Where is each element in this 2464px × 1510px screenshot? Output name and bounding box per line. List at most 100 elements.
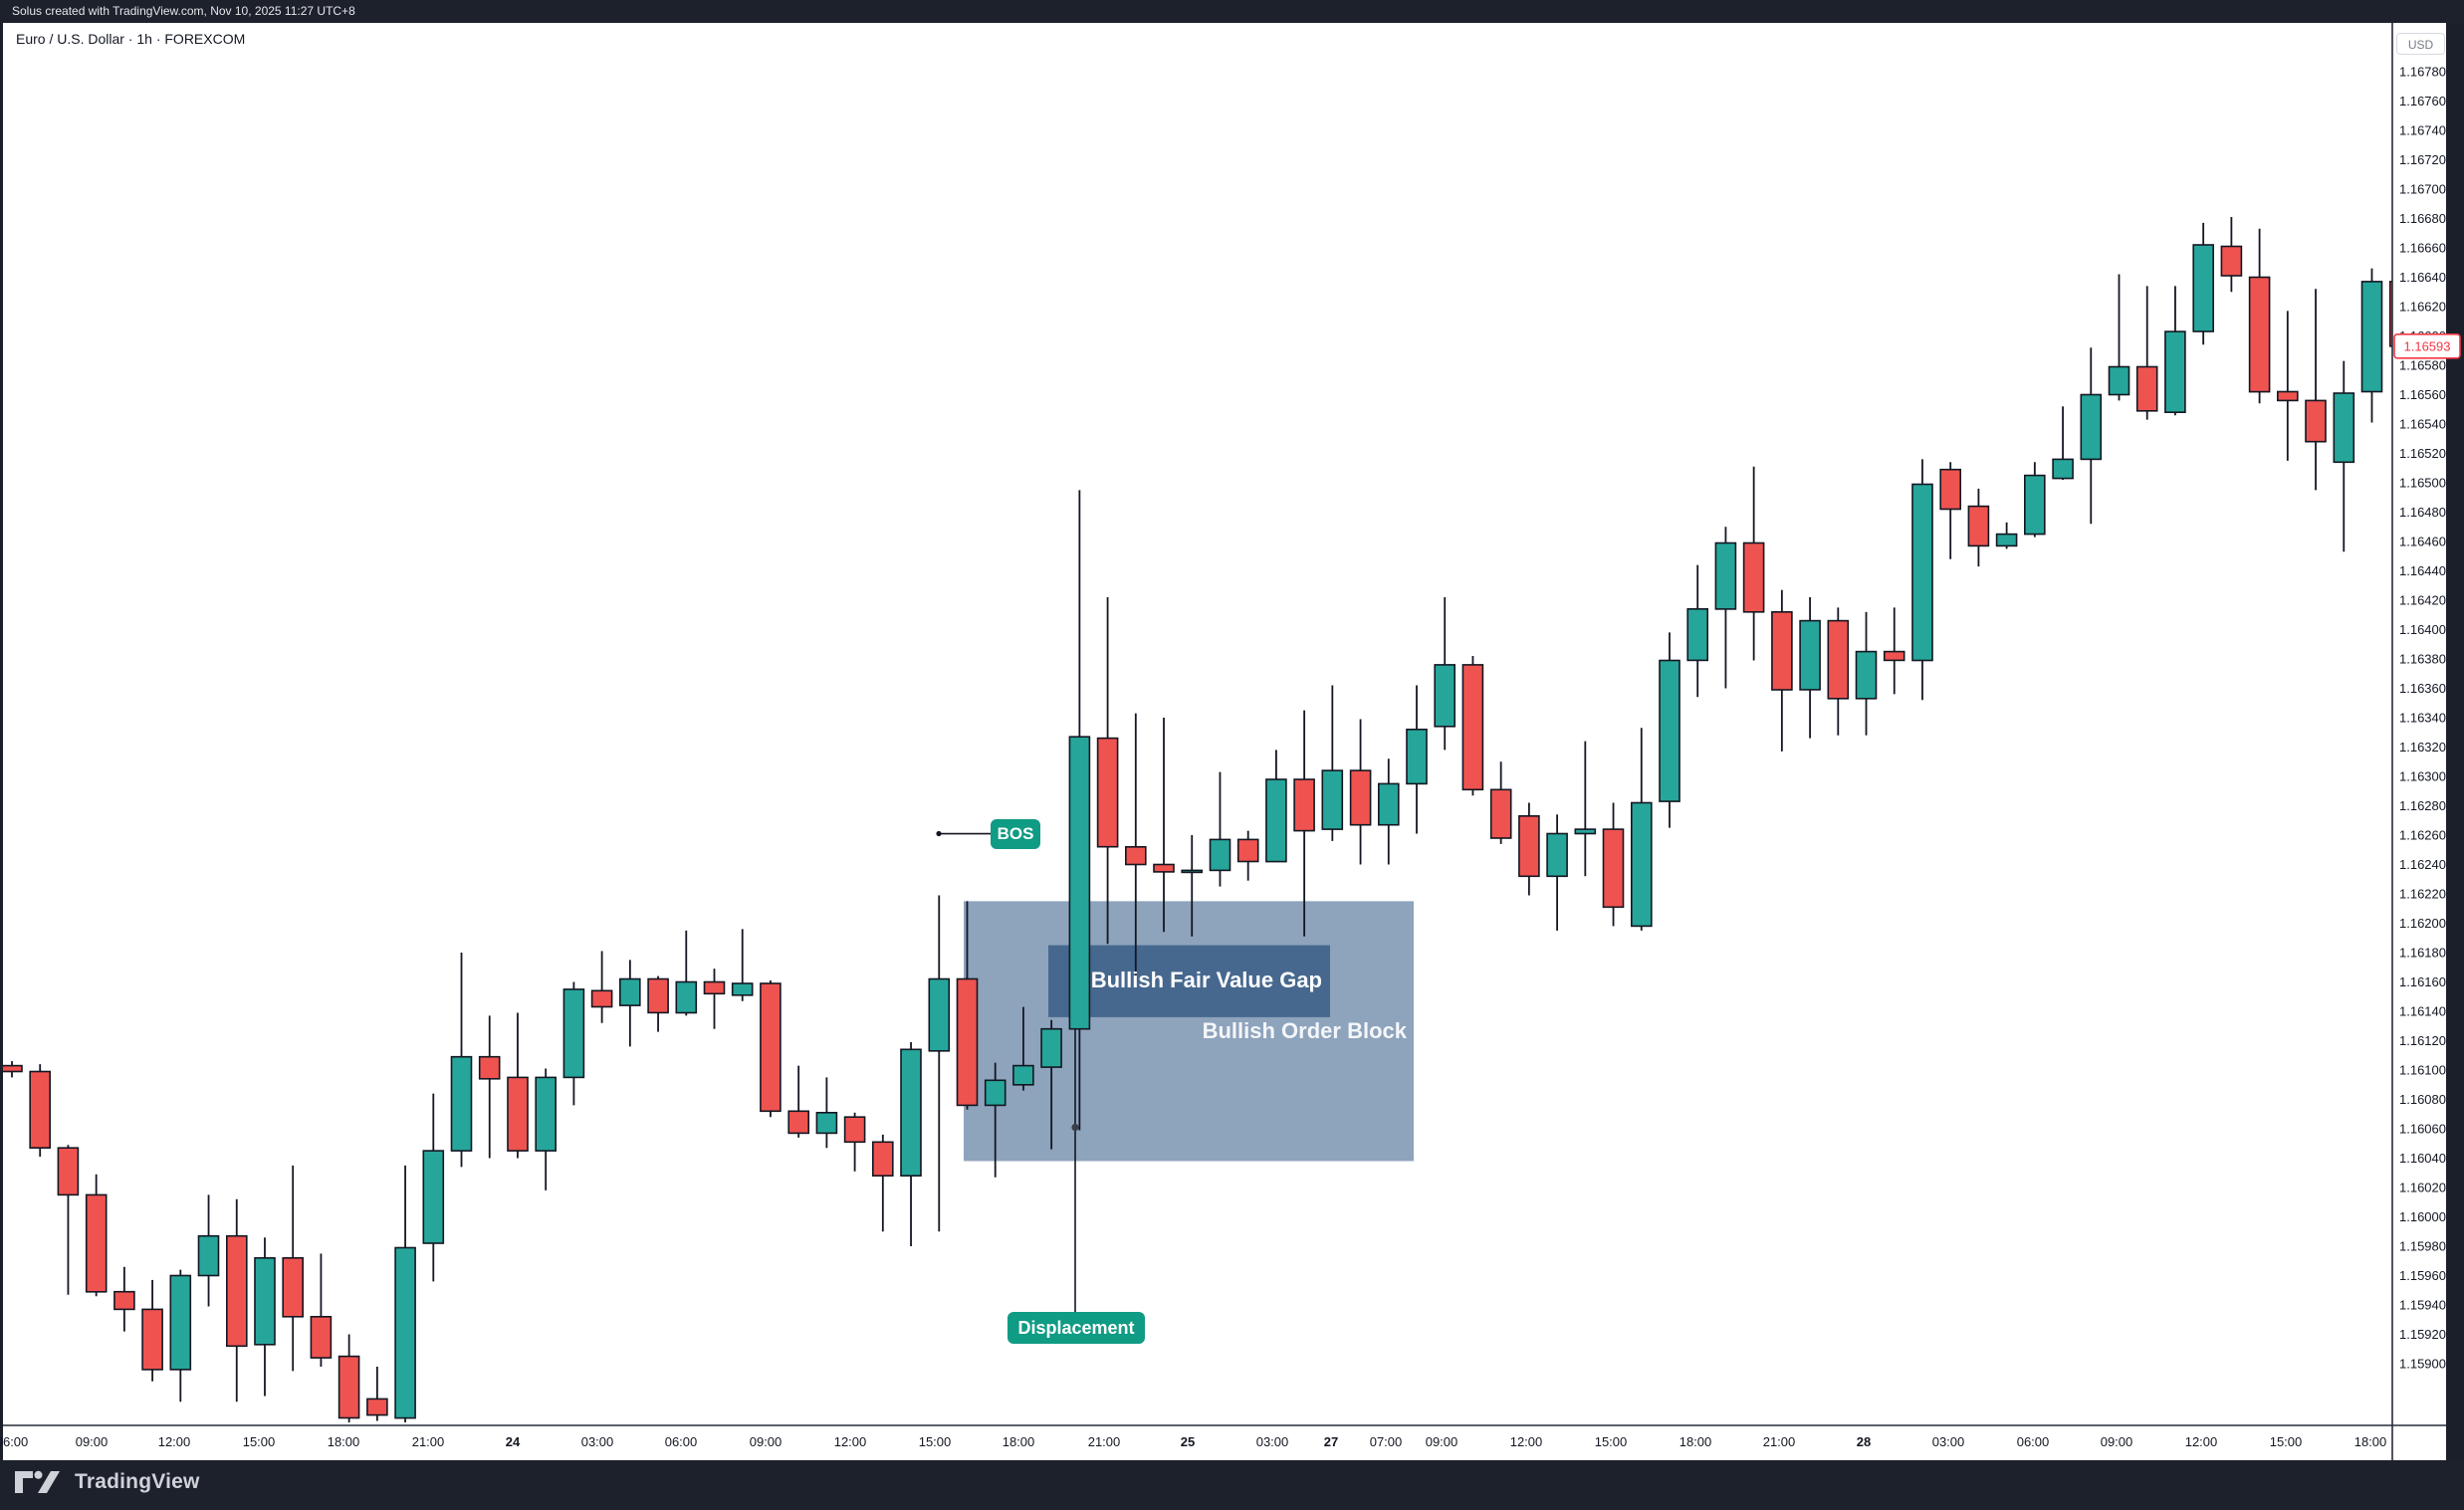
candle <box>1967 488 1990 567</box>
price-tick-label[interactable]: 1.16020 <box>2399 1181 2446 1195</box>
time-tick-label[interactable]: 18:00 <box>2354 1434 2387 1449</box>
price-tick-label[interactable]: 1.16220 <box>2399 887 2446 902</box>
time-tick-label[interactable]: 06:00 <box>2017 1434 2050 1449</box>
candle <box>871 1134 894 1232</box>
candle <box>731 929 754 1001</box>
price-tick-label[interactable]: 1.16120 <box>2399 1033 2446 1048</box>
price-tick-label[interactable]: 1.16000 <box>2399 1209 2446 1224</box>
time-tick-label[interactable]: 03:00 <box>1932 1434 1965 1449</box>
price-tick-label[interactable]: 1.16080 <box>2399 1092 2446 1107</box>
price-tick-label[interactable]: 1.16260 <box>2399 828 2446 843</box>
time-tick-label[interactable]: 15:00 <box>243 1434 276 1449</box>
price-tick-label[interactable]: 1.16560 <box>2399 387 2446 402</box>
price-tick-label[interactable]: 1.16420 <box>2399 593 2446 608</box>
price-tick-label[interactable]: 1.16200 <box>2399 916 2446 931</box>
price-tick-label[interactable]: 1.16060 <box>2399 1122 2446 1137</box>
time-tick-label[interactable]: 24 <box>506 1434 521 1449</box>
time-tick-label[interactable]: 12:00 <box>1510 1434 1543 1449</box>
symbol-title[interactable]: Euro / U.S. Dollar · 1h · FOREXCOM <box>16 31 246 47</box>
price-tick-label[interactable]: 1.16540 <box>2399 417 2446 432</box>
time-tick-label[interactable]: 25 <box>1181 1434 1195 1449</box>
bullish-order-block-zone[interactable] <box>964 901 1414 1162</box>
price-tick-label[interactable]: 1.16680 <box>2399 211 2446 226</box>
price-tick-label[interactable]: 1.16760 <box>2399 94 2446 108</box>
time-tick-label[interactable]: 18:00 <box>1680 1434 1712 1449</box>
price-tick-label[interactable]: 1.16100 <box>2399 1063 2446 1078</box>
price-tick-label[interactable]: 1.16700 <box>2399 182 2446 197</box>
time-tick-label[interactable]: 15:00 <box>2270 1434 2303 1449</box>
price-tick-label[interactable]: 1.16440 <box>2399 563 2446 578</box>
displacement-line-grip-dot[interactable] <box>1071 1123 1079 1132</box>
candle <box>394 1165 416 1422</box>
time-tick-label[interactable]: 09:00 <box>2101 1434 2133 1449</box>
candle <box>113 1266 135 1332</box>
fair-value-gap-zone-label[interactable]: Bullish Fair Value Gap <box>1090 968 1322 992</box>
time-tick-label[interactable]: 12:00 <box>2185 1434 2218 1449</box>
order-block-zone-label[interactable]: Bullish Order Block <box>1202 1018 1407 1043</box>
time-tick-label[interactable]: 15:00 <box>1595 1434 1628 1449</box>
time-tick-label[interactable]: 06:00 <box>665 1434 698 1449</box>
price-tick-label[interactable]: 1.16640 <box>2399 270 2446 285</box>
candle-body-up <box>2052 458 2074 480</box>
bos-annotation-label[interactable]: BOS <box>991 819 1040 849</box>
bullish-fair-value-gap-zone[interactable] <box>1048 945 1330 1017</box>
price-tick-label[interactable]: 1.15900 <box>2399 1357 2446 1372</box>
price-tick-label[interactable]: 1.16360 <box>2399 681 2446 696</box>
price-tick-label[interactable]: 1.16140 <box>2399 1004 2446 1019</box>
price-tick-label[interactable]: 1.16480 <box>2399 505 2446 520</box>
time-tick-label[interactable]: 03:00 <box>581 1434 614 1449</box>
price-tick-label[interactable]: 1.15980 <box>2399 1239 2446 1254</box>
price-tick-label[interactable]: 1.16040 <box>2399 1151 2446 1166</box>
price-tick-label[interactable]: 1.16520 <box>2399 446 2446 461</box>
candle-body-down <box>1827 619 1850 700</box>
price-axis-currency-toggle[interactable]: USD <box>2396 33 2445 55</box>
price-tick-label[interactable]: 1.16380 <box>2399 652 2446 667</box>
price-tick-label[interactable]: 1.16180 <box>2399 946 2446 961</box>
time-tick-label[interactable]: 21:00 <box>1088 1434 1121 1449</box>
time-tick-label[interactable]: 21:00 <box>1763 1434 1796 1449</box>
time-tick-label[interactable]: 18:00 <box>328 1434 360 1449</box>
price-tick-label[interactable]: 1.16280 <box>2399 798 2446 813</box>
price-tick-label[interactable]: 1.16400 <box>2399 622 2446 637</box>
candle <box>1546 814 1568 931</box>
price-tick-label[interactable]: 1.16780 <box>2399 65 2446 80</box>
price-tick-label[interactable]: 1.15960 <box>2399 1268 2446 1283</box>
candle <box>1378 758 1400 865</box>
price-tick-label[interactable]: 1.16460 <box>2399 535 2446 549</box>
time-tick-label[interactable]: 18:00 <box>1003 1434 1035 1449</box>
time-tick-label[interactable]: 12:00 <box>158 1434 191 1449</box>
candle-body-up <box>2108 365 2130 396</box>
displacement-annotation-label[interactable]: Displacement <box>1008 1312 1145 1344</box>
time-tick-label[interactable]: 09:00 <box>76 1434 109 1449</box>
price-tick-label[interactable]: 1.16320 <box>2399 740 2446 755</box>
price-tick-label[interactable]: 1.16160 <box>2399 974 2446 989</box>
time-tick-label[interactable]: 03:00 <box>1256 1434 1289 1449</box>
price-tick-label[interactable]: 1.15920 <box>2399 1327 2446 1342</box>
price-tick-label[interactable]: 1.16500 <box>2399 476 2446 491</box>
price-tick-label[interactable]: 1.16300 <box>2399 769 2446 784</box>
price-tick-label[interactable]: 1.16340 <box>2399 711 2446 726</box>
time-tick-label[interactable]: 09:00 <box>1426 1434 1458 1449</box>
attribution-text: Solus created with TradingView.com, Nov … <box>12 4 355 18</box>
price-tick-label[interactable]: 1.16620 <box>2399 300 2446 315</box>
candle <box>2305 289 2327 491</box>
time-tick-label[interactable]: 15:00 <box>919 1434 952 1449</box>
time-tick-label[interactable]: 27 <box>1324 1434 1338 1449</box>
price-tick-label[interactable]: 1.16580 <box>2399 358 2446 373</box>
candle-body-down <box>507 1076 529 1152</box>
time-tick-label[interactable]: 28 <box>1857 1434 1871 1449</box>
price-tick-label[interactable]: 1.16720 <box>2399 152 2446 167</box>
time-tick-label[interactable]: 21:00 <box>412 1434 445 1449</box>
time-tick-label[interactable]: 06:00 <box>0 1434 28 1449</box>
price-tick-label[interactable]: 1.16240 <box>2399 857 2446 872</box>
tradingview-logo[interactable]: TradingView <box>14 1469 200 1495</box>
candle-body-up <box>254 1257 276 1346</box>
time-tick-label[interactable]: 07:00 <box>1370 1434 1403 1449</box>
price-tick-label[interactable]: 1.16660 <box>2399 241 2446 256</box>
candle-body-down <box>1461 664 1484 791</box>
price-tick-label[interactable]: 1.16740 <box>2399 123 2446 138</box>
time-tick-label[interactable]: 09:00 <box>750 1434 783 1449</box>
price-tick-label[interactable]: 1.15940 <box>2399 1298 2446 1313</box>
time-tick-label[interactable]: 12:00 <box>834 1434 867 1449</box>
